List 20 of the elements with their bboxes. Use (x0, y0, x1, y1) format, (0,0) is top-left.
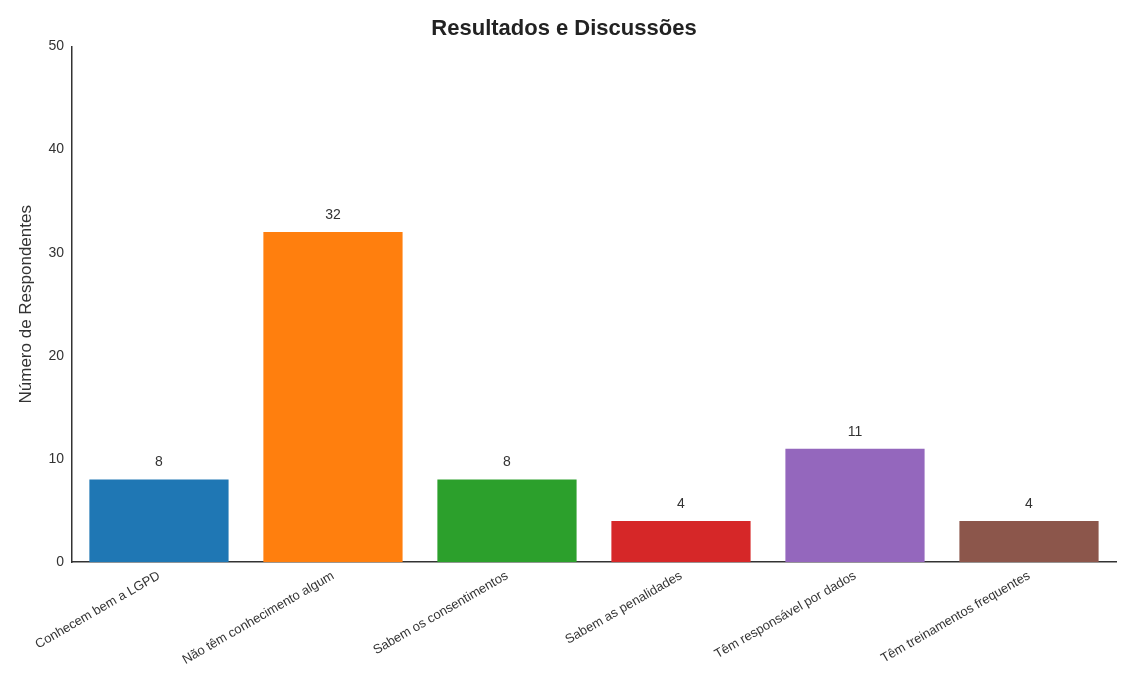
bar (959, 520, 1099, 563)
bar (437, 479, 577, 563)
data-label: 4 (1025, 494, 1034, 511)
data-label: 11 (847, 422, 863, 439)
bar (611, 520, 751, 563)
data-label: 32 (325, 205, 341, 222)
data-label: 8 (155, 453, 164, 470)
data-label: 4 (677, 494, 686, 511)
chart-title: Resultados e Discussões (431, 15, 697, 41)
y-tick-label: 30 (48, 243, 65, 260)
data-label: 8 (503, 453, 512, 470)
bar (89, 479, 229, 563)
bar (785, 448, 925, 563)
y-axis-title: Número de Respondentes (15, 205, 35, 404)
y-tick-label: 0 (56, 553, 65, 569)
y-tick-label: 40 (48, 140, 65, 157)
y-tick-label: 10 (48, 449, 65, 466)
bar (263, 232, 403, 563)
y-tick-label: 50 (48, 37, 65, 54)
y-tick-label: 20 (48, 346, 65, 363)
